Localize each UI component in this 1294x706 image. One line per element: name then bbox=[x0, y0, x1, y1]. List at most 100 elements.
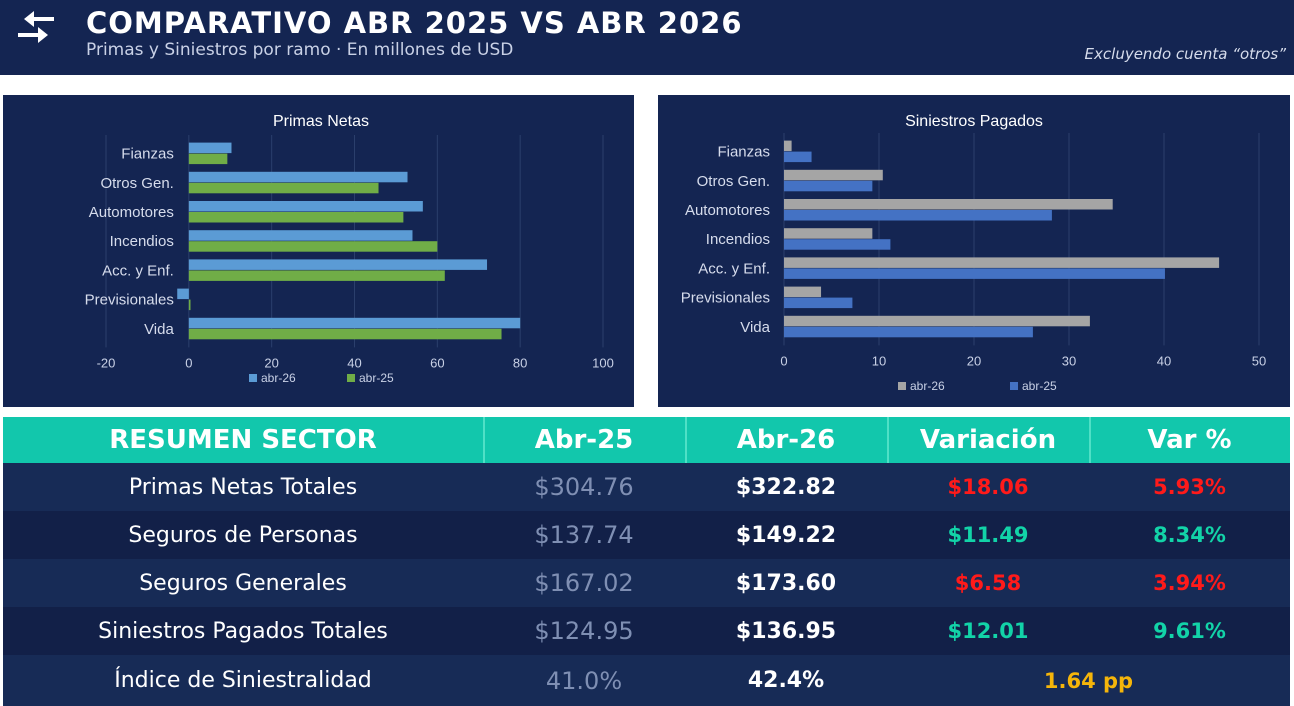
category-label: Incendios bbox=[110, 233, 174, 250]
bar-abr-26-previsionales bbox=[177, 288, 189, 300]
summary-table: RESUMEN SECTOR Abr-25 Abr-26 Variación V… bbox=[3, 417, 1290, 706]
category-label: Vida bbox=[740, 319, 770, 336]
legend-label: abr-25 bbox=[359, 371, 394, 385]
bar-abr-26-acc-y-enf- bbox=[188, 259, 488, 270]
table-row-primas-netas: Primas Netas Totales $304.76 $322.82 $18… bbox=[3, 463, 1290, 511]
row-label: Siniestros Pagados Totales bbox=[98, 618, 388, 644]
bar-abr-26-vida bbox=[188, 317, 521, 329]
category-label: Fianzas bbox=[121, 146, 174, 163]
category-label: Previsionales bbox=[681, 290, 770, 307]
row-label: Seguros de Personas bbox=[128, 522, 358, 548]
x-tick-label: 40 bbox=[347, 355, 361, 370]
category-label: Acc. y Enf. bbox=[698, 260, 770, 277]
bar-abr-26-automotores bbox=[784, 199, 1113, 210]
bar-abr-26-fianzas bbox=[188, 142, 232, 154]
legend-label: abr-26 bbox=[910, 379, 945, 393]
bar-abr-25-vida bbox=[188, 328, 502, 340]
table-row-seguros-generales: Seguros Generales $167.02 $173.60 $6.58 … bbox=[3, 559, 1290, 607]
legend-swatch bbox=[1010, 382, 1018, 390]
category-label: Vida bbox=[144, 321, 174, 338]
header-banner: COMPARATIVO ABR 2025 VS ABR 2026 Primas … bbox=[0, 0, 1294, 75]
chart-title: Primas Netas bbox=[273, 113, 369, 130]
siniestros-pagados-chart: Siniestros Pagados 0 10 20 30 40 50 Fianzas Otro… bbox=[658, 95, 1290, 407]
value-var-pct: 3.94% bbox=[1153, 571, 1226, 595]
value-variacion: $12.01 bbox=[947, 619, 1029, 643]
bar-abr-25-otros-gen- bbox=[188, 182, 379, 194]
value-diferencia-pp: 1.64 pp bbox=[1043, 668, 1134, 693]
category-label: Acc. y Enf. bbox=[102, 262, 174, 279]
page-subtitle: Primas y Siniestros por ramo · En millon… bbox=[86, 40, 514, 60]
value-var-pct: 8.34% bbox=[1153, 523, 1226, 547]
value-abr-25: $167.02 bbox=[534, 569, 634, 597]
legend-swatch bbox=[347, 374, 355, 382]
bar-abr-25-acc-y-enf- bbox=[188, 270, 445, 281]
value-abr-26: $149.22 bbox=[735, 522, 837, 548]
bar-abr-26-acc-y-enf- bbox=[784, 257, 1220, 268]
bar-abr-25-fianzas bbox=[784, 151, 812, 163]
bar-abr-25-acc-y-enf- bbox=[784, 268, 1165, 279]
swap-arrows-icon bbox=[18, 11, 54, 43]
bar-abr-26-previsionales bbox=[784, 286, 822, 298]
x-tick-label: 20 bbox=[264, 355, 278, 370]
siniestros-pagados-svg: Siniestros Pagados 0 10 20 30 40 50 Fianzas Otro… bbox=[681, 113, 1266, 393]
category-label: Automotores bbox=[89, 204, 174, 221]
bar-abr-26-automotores bbox=[188, 201, 423, 212]
bar-abr-26-otros-gen- bbox=[188, 171, 408, 183]
header-variacion: Variación bbox=[887, 417, 1091, 463]
value-abr-25: 41.0% bbox=[545, 666, 623, 695]
bar-abr-26-vida bbox=[784, 315, 1090, 327]
header-abr-26: Abr-26 bbox=[685, 417, 889, 463]
value-abr-25: $137.74 bbox=[534, 521, 634, 549]
bar-abr-25-otros-gen- bbox=[784, 180, 873, 192]
value-abr-26: $136.95 bbox=[735, 618, 837, 644]
primas-netas-svg: Primas Netas -20 0 20 40 60 80 100 Fianzas Otros … bbox=[85, 113, 614, 385]
bar-abr-25-incendios bbox=[188, 241, 438, 252]
value-abr-25: $304.76 bbox=[534, 473, 634, 501]
category-label: Automotores bbox=[685, 202, 770, 219]
row-label: Primas Netas Totales bbox=[128, 474, 358, 500]
value-abr-26: $322.82 bbox=[735, 474, 837, 500]
category-label: Incendios bbox=[706, 231, 770, 248]
bar-abr-26-otros-gen- bbox=[784, 169, 883, 181]
legend-swatch bbox=[249, 374, 257, 382]
value-variacion: $6.58 bbox=[954, 571, 1022, 595]
header-resumen-sector: RESUMEN SECTOR bbox=[3, 417, 485, 463]
table-row-indice-siniestralidad: Índice de Siniestralidad 41.0% 42.4% 1.6… bbox=[3, 655, 1290, 706]
category-label: Otros Gen. bbox=[100, 175, 173, 192]
x-tick-label: 50 bbox=[1252, 353, 1266, 368]
x-tick-label: 20 bbox=[967, 353, 981, 368]
bar-abr-25-vida bbox=[784, 326, 1033, 338]
category-label: Previsionales bbox=[85, 292, 174, 309]
bar-abr-26-incendios bbox=[188, 230, 413, 241]
header-var-pct: Var % bbox=[1147, 425, 1232, 455]
row-label: Seguros Generales bbox=[139, 570, 347, 596]
x-tick-label: 0 bbox=[780, 353, 787, 368]
bar-abr-25-previsionales bbox=[784, 297, 853, 309]
bar-abr-25-incendios bbox=[784, 239, 891, 250]
row-label: Índice de Siniestralidad bbox=[114, 668, 372, 693]
x-tick-label: 10 bbox=[872, 353, 886, 368]
bar-abr-25-previsionales bbox=[188, 299, 191, 311]
value-abr-26: $173.60 bbox=[735, 570, 837, 596]
value-variacion: $18.06 bbox=[947, 475, 1029, 499]
chart-title: Siniestros Pagados bbox=[905, 113, 1043, 130]
bar-abr-25-automotores bbox=[784, 210, 1052, 221]
bar-abr-25-automotores bbox=[188, 212, 404, 223]
x-tick-label: 30 bbox=[1062, 353, 1076, 368]
value-var-pct: 9.61% bbox=[1153, 619, 1226, 643]
bar-abr-26-incendios bbox=[784, 228, 873, 239]
category-label: Otros Gen. bbox=[697, 173, 770, 190]
x-tick-label: 60 bbox=[430, 355, 444, 370]
bar-abr-25-fianzas bbox=[188, 153, 228, 165]
table-row-siniestros-pagados: Siniestros Pagados Totales $124.95 $136.… bbox=[3, 607, 1290, 655]
value-abr-26: 42.4% bbox=[747, 668, 825, 693]
x-tick-label: 80 bbox=[513, 355, 527, 370]
x-tick-label: -20 bbox=[97, 355, 116, 370]
x-tick-label: 100 bbox=[592, 355, 614, 370]
x-tick-label: 0 bbox=[185, 355, 192, 370]
x-tick-label: 40 bbox=[1157, 353, 1171, 368]
exclusion-note: Excluyendo cuenta “otros” bbox=[1084, 45, 1286, 63]
header-abr-25: Abr-25 bbox=[483, 417, 687, 463]
category-label: Fianzas bbox=[717, 144, 770, 161]
value-abr-25: $124.95 bbox=[534, 617, 634, 645]
